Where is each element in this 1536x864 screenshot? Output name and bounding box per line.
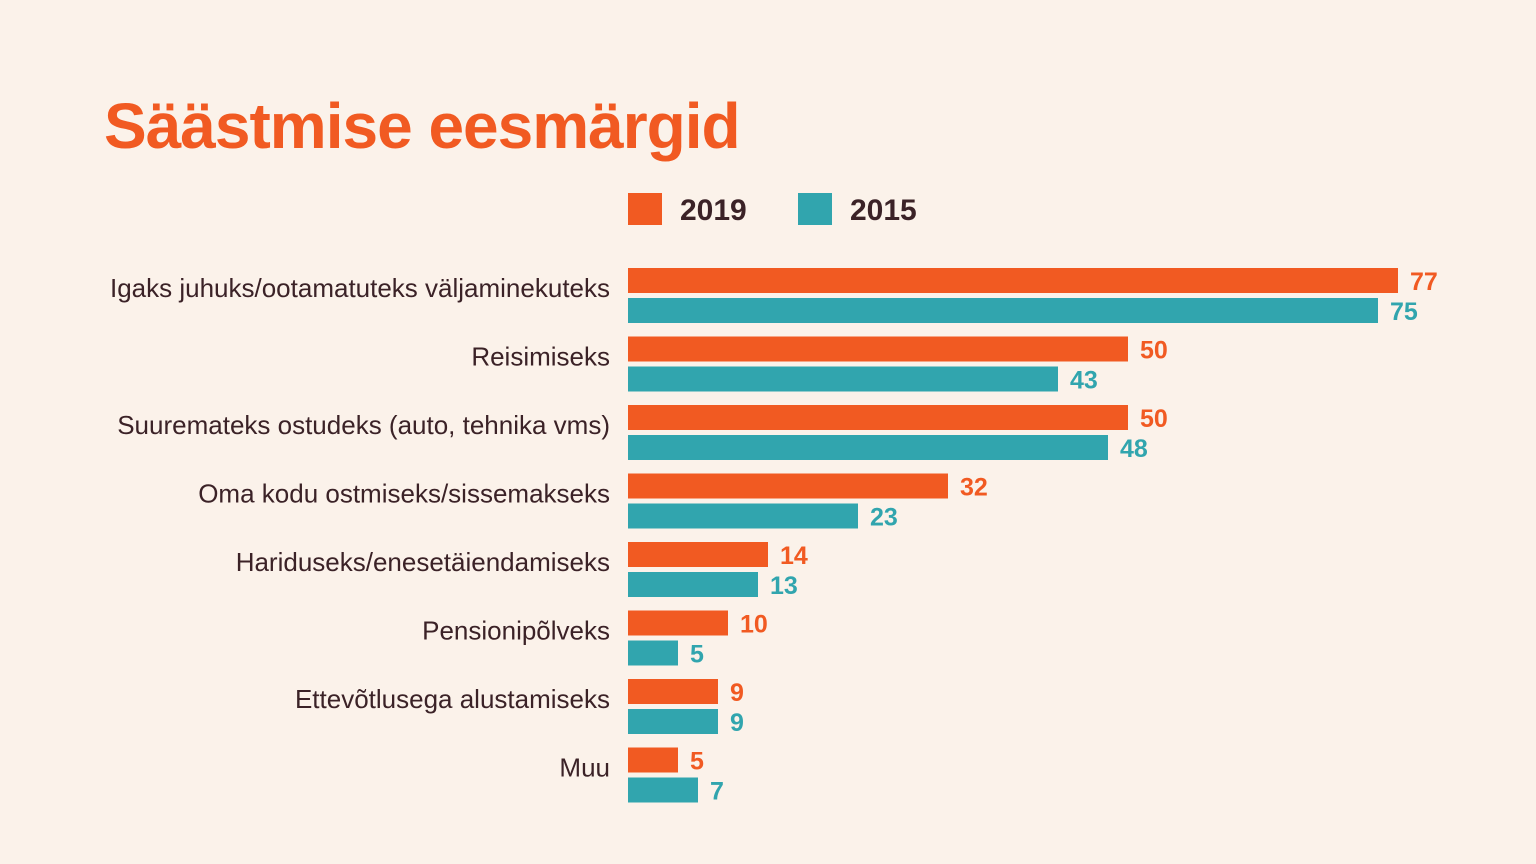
- legend-swatch-2019: [628, 193, 662, 225]
- category-label: Ettevõtlusega alustamiseks: [295, 684, 610, 714]
- data-label-2019: 9: [730, 679, 744, 707]
- bar-2019-reisimiseks: [628, 336, 1128, 362]
- category-label: Oma kodu ostmiseks/sissemakseks: [198, 479, 610, 509]
- data-label-2019: 14: [780, 542, 808, 570]
- data-label-2015: 43: [1070, 367, 1098, 395]
- category-label: Igaks juhuks/ootamatuteks väljaminekutek…: [110, 273, 610, 303]
- data-label-2015: 13: [770, 572, 798, 600]
- bar-2015-ettevotlusega-alustamiseks: [628, 709, 718, 734]
- bar-2019-hariduseks-enesetaiendamiseks: [628, 542, 768, 567]
- data-label-2015: 48: [1120, 435, 1148, 463]
- bar-group-ettevotlusega-alustamiseks: Ettevõtlusega alustamiseks 99: [295, 679, 744, 737]
- category-label: Hariduseks/enesetäiendamiseks: [236, 547, 610, 577]
- data-label-2015: 5: [690, 641, 704, 669]
- bar-2019-muu: [628, 747, 678, 773]
- bar-group-muu: Muu 57: [559, 747, 724, 806]
- data-label-2015: 23: [870, 504, 898, 532]
- category-label: Reisimiseks: [471, 342, 610, 372]
- data-label-2019: 50: [1140, 337, 1168, 365]
- bar-2015-suuremateks-ostudeks-auto-tehnika-vms: [628, 435, 1108, 460]
- bar-2019-ettevotlusega-alustamiseks: [628, 679, 718, 704]
- bar-2015-hariduseks-enesetaiendamiseks: [628, 572, 758, 597]
- chart-legend: 2019 2015: [628, 193, 917, 227]
- legend-label-2015: 2015: [850, 194, 917, 227]
- bar-2019-igaks-juhuks-ootamatuteks-valjaminekuteks: [628, 268, 1398, 293]
- chart-title: Säästmise eesmärgid: [104, 90, 741, 162]
- data-label-2015: 75: [1390, 298, 1418, 326]
- data-label-2015: 7: [710, 778, 724, 806]
- data-label-2019: 77: [1410, 268, 1438, 296]
- bar-group-igaks-juhuks-ootamatuteks-valjaminekuteks: Igaks juhuks/ootamatuteks väljaminekutek…: [110, 268, 1438, 326]
- category-label: Suuremateks ostudeks (auto, tehnika vms): [117, 410, 610, 440]
- bar-group-oma-kodu-ostmiseks-sissemakseks: Oma kodu ostmiseks/sissemakseks 32 23: [198, 473, 988, 532]
- legend-swatch-2015: [798, 193, 832, 225]
- data-label-2019: 5: [690, 748, 704, 776]
- bar-2015-muu: [628, 777, 698, 803]
- legend-label-2019: 2019: [680, 194, 747, 227]
- data-label-2019: 50: [1140, 405, 1168, 433]
- data-label-2015: 9: [730, 709, 744, 737]
- bar-2019-suuremateks-ostudeks-auto-tehnika-vms: [628, 405, 1128, 430]
- bar-2015-reisimiseks: [628, 366, 1058, 392]
- data-label-2019: 10: [740, 611, 768, 639]
- category-label: Pensionipõlveks: [422, 616, 610, 646]
- chart-plot-area: Igaks juhuks/ootamatuteks väljaminekutek…: [110, 268, 1438, 806]
- bar-group-pensionipolveks: Pensionipõlveks 10 5: [422, 610, 768, 669]
- bar-2015-igaks-juhuks-ootamatuteks-valjaminekuteks: [628, 298, 1378, 323]
- bar-2019-pensionipolveks: [628, 610, 728, 636]
- bar-2019-oma-kodu-ostmiseks-sissemakseks: [628, 473, 948, 499]
- bar-group-suuremateks-ostudeks-auto-tehnika-vms: Suuremateks ostudeks (auto, tehnika vms)…: [117, 405, 1168, 463]
- category-label: Muu: [559, 753, 610, 783]
- bar-2015-oma-kodu-ostmiseks-sissemakseks: [628, 503, 858, 529]
- bar-group-reisimiseks: Reisimiseks 50 43: [471, 336, 1168, 395]
- bar-2015-pensionipolveks: [628, 640, 678, 666]
- data-label-2019: 32: [960, 474, 988, 502]
